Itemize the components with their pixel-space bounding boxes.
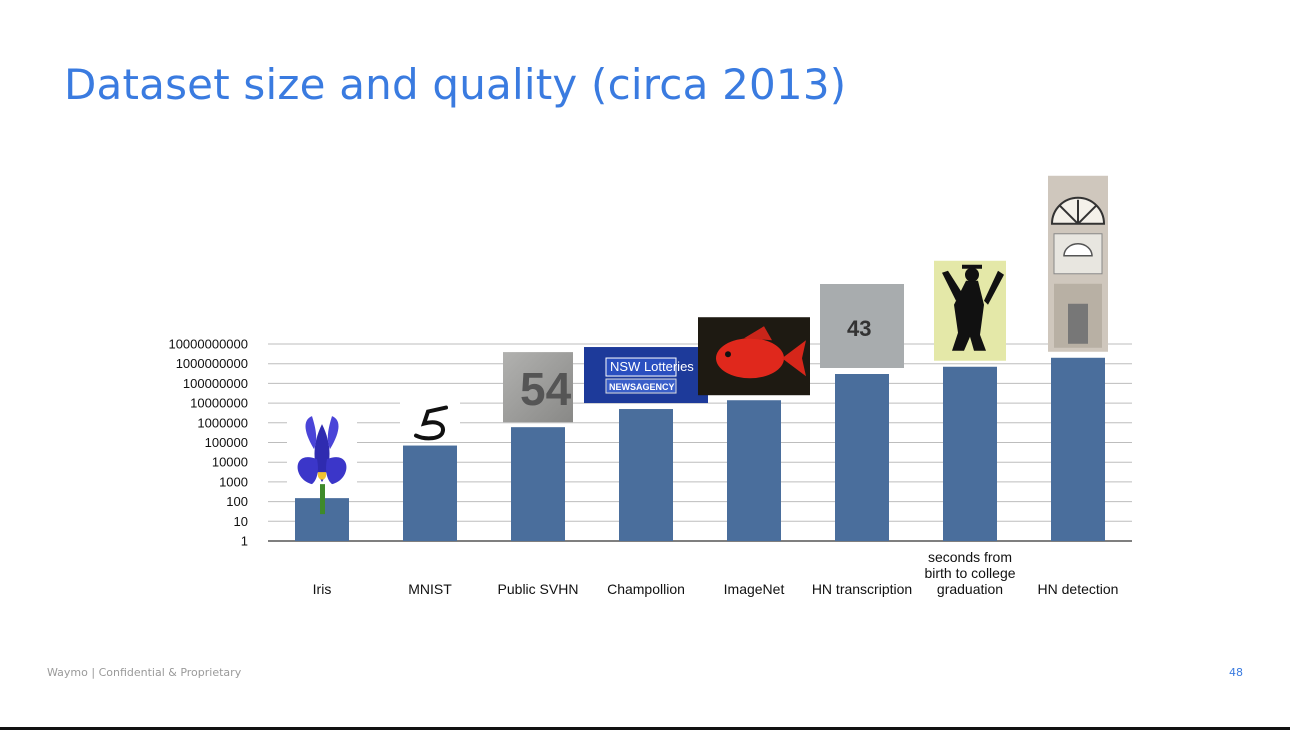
bar-hn-detection bbox=[1051, 357, 1105, 541]
y-tick-label: 1 bbox=[241, 534, 248, 549]
category-label: Public SVHN bbox=[498, 581, 579, 597]
nsw-lotteries-sign-image bbox=[583, 346, 709, 404]
building-facade-image bbox=[1047, 174, 1109, 353]
page-number: 48 bbox=[1229, 666, 1243, 679]
category-label: HN transcription bbox=[812, 581, 912, 597]
y-tick-label: 1000 bbox=[219, 474, 248, 489]
bottom-border bbox=[0, 727, 1290, 730]
y-tick-label: 10000000000 bbox=[168, 337, 248, 352]
graduate-silhouette-image bbox=[934, 260, 1006, 361]
house-number-43-image bbox=[820, 284, 904, 369]
y-tick-label: 10 bbox=[234, 514, 248, 529]
bar-hn-transcription bbox=[835, 374, 889, 541]
category-label: HN detection bbox=[1038, 581, 1119, 597]
house-number-54-image bbox=[503, 352, 573, 423]
y-tick-label: 10000000 bbox=[190, 396, 248, 411]
y-tick-label: 100000 bbox=[205, 435, 248, 450]
y-tick-labels: 1 10 100 1000 10000 100000 1000000 10000000 1000… bbox=[168, 337, 248, 549]
y-tick-label: 100000000 bbox=[183, 376, 248, 391]
category-label: Iris bbox=[313, 581, 332, 597]
bar-mnist bbox=[403, 445, 457, 541]
bars bbox=[295, 357, 1105, 541]
bar-public-svhn bbox=[511, 427, 565, 541]
slide-title: Dataset size and quality (circa 2013) bbox=[64, 60, 847, 109]
category-label: ImageNet bbox=[724, 581, 785, 597]
bar-imagenet bbox=[727, 400, 781, 541]
category-images bbox=[287, 174, 1109, 515]
y-tick-label: 1000000 bbox=[197, 415, 248, 430]
category-label: seconds from birth to college graduation bbox=[924, 549, 1015, 597]
y-tick-label: 1000000000 bbox=[176, 356, 248, 371]
bar-seconds-from-birth-to-college-graduation bbox=[943, 366, 997, 541]
category-labels: Iris MNIST Public SVHN Champollion ImageNet H… bbox=[313, 549, 1119, 597]
category-label: Champollion bbox=[607, 581, 685, 597]
y-tick-label: 10000 bbox=[212, 455, 248, 470]
y-tick-label: 100 bbox=[226, 494, 248, 509]
bar-champollion bbox=[619, 409, 673, 541]
red-fish-image bbox=[698, 317, 810, 396]
category-label: MNIST bbox=[408, 581, 452, 597]
footer-confidential: Waymo | Confidential & Proprietary bbox=[47, 666, 242, 679]
